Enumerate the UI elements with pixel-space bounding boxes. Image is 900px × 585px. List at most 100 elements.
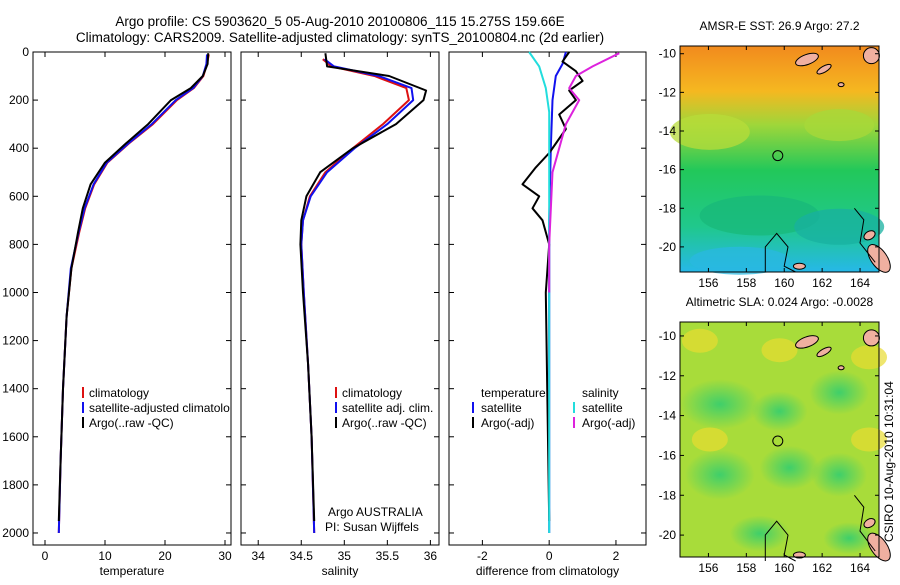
sst-map-frame (679, 45, 880, 273)
sla-field-patch (851, 345, 888, 370)
temperature-ytick-label: 1200 (2, 334, 29, 348)
salinity-xtick-label: 34 (252, 549, 266, 563)
sla-profile-marker (772, 435, 784, 447)
sst-ytick-label: -18 (659, 201, 677, 215)
sst-field-patch (669, 113, 750, 150)
sst-ytick-label: -14 (659, 124, 677, 138)
sla-field-patch (684, 449, 755, 500)
sst-map: AMSR-E SST: 26.9 Argo: 27.2 156 158 160 162 1… (659, 19, 891, 290)
sst-island (795, 52, 819, 67)
temperature-ytick-label: 600 (9, 189, 29, 203)
sla-field-patch (679, 379, 760, 430)
sla-xtick-label: 158 (736, 561, 756, 575)
sla-xtick-label: 160 (774, 561, 794, 575)
salinity-legend-label: satellite adj. clim. (342, 401, 433, 415)
temperature-panel: 0 10 20 30 0 200 400 600 800 1000 1200 1400 1600 1800… (2, 45, 232, 578)
sla-bathymetry-contour (764, 520, 796, 562)
temperature-ytick-label: 1000 (2, 285, 29, 299)
temperature-ytick-label: 400 (9, 141, 29, 155)
salinity-series-argo (299, 53, 428, 522)
difference-legend-heading-salinity: salinity (582, 386, 619, 400)
sla-xtick-label: 156 (698, 561, 718, 575)
sst-island (863, 230, 876, 241)
sst-bathymetry-contour (764, 232, 796, 273)
sla-field-patch (851, 427, 888, 452)
sla-island (795, 335, 819, 349)
figure-title-line1: Argo profile: CS 5903620_5 05-Aug-2010 2… (115, 14, 564, 29)
temperature-legend-label: satellite-adjusted climatolo (89, 401, 230, 415)
temperature-axes-frame (32, 51, 232, 546)
temperature-ytick-label: 1600 (2, 430, 29, 444)
temperature-ytick-label: 1800 (2, 478, 29, 492)
temperature-ytick-label: 0 (22, 45, 29, 59)
sla-xtick-label: 164 (850, 561, 870, 575)
salinity-legend-label: Argo(..raw -QC) (342, 416, 427, 430)
sla-field-patch (729, 515, 790, 552)
sst-xtick-label: 160 (774, 276, 794, 290)
temperature-xtick-label: 20 (158, 549, 172, 563)
difference-series-salinity-salinity_argo (548, 52, 620, 293)
sla-ytick-label: -14 (659, 409, 677, 423)
side-timestamp: CSIRO 10-Aug-2010 10:31:04 (882, 381, 896, 542)
difference-xtick-label: 2 (613, 549, 620, 563)
salinity-xtick-label: 35.5 (376, 549, 400, 563)
salinity-panel: 34 34.5 35 35.5 36 salinity climatologysatelli… (240, 51, 440, 578)
sla-map: Altimetric SLA: 0.024 Argo: -0.0028 156 15… (659, 295, 891, 575)
temperature-series-argo (57, 53, 210, 522)
sla-field-patch (809, 370, 870, 415)
sst-island (837, 82, 845, 88)
salinity-legend-label: climatology (342, 386, 402, 400)
difference-legend-heading-temperature: temperature (481, 386, 546, 400)
credit-line1: Argo AUSTRALIA (328, 505, 423, 519)
sla-field-patch (759, 445, 820, 490)
sla-ytick-label: -18 (659, 488, 677, 502)
sla-field-patch (681, 328, 718, 353)
sla-ytick-label: -16 (659, 448, 677, 462)
sst-map-title: AMSR-E SST: 26.9 Argo: 27.2 (699, 19, 859, 33)
temperature-series-climatology (57, 54, 210, 534)
sla-map-frame (679, 321, 880, 558)
credit-line2: PI: Susan Wijffels (325, 520, 419, 534)
temperature-ytick-label: 1400 (2, 382, 29, 396)
sst-ytick-label: -20 (659, 240, 677, 254)
sla-map-title: Altimetric SLA: 0.024 Argo: -0.0028 (686, 295, 874, 309)
sla-field-patch (691, 427, 728, 452)
sla-island (837, 365, 845, 371)
temperature-ytick-label: 800 (9, 237, 29, 251)
sla-island (863, 518, 876, 529)
difference-xlabel: difference from climatology (476, 564, 619, 578)
sst-profile-marker (772, 150, 784, 162)
sst-ytick-label: -12 (659, 85, 677, 99)
sla-field-patch (811, 452, 868, 497)
temperature-xtick-label: 10 (98, 549, 112, 563)
sla-bathymetry-contour (854, 494, 876, 552)
sla-island (862, 329, 880, 347)
sla-ytick-label: -10 (659, 329, 677, 343)
difference-legend-label: Argo(-adj) (481, 416, 534, 430)
sla-xtick-label: 162 (812, 561, 832, 575)
sst-xtick-label: 158 (736, 276, 756, 290)
sla-field-patch (761, 338, 798, 363)
sla-ytick-label: -20 (659, 528, 677, 542)
temperature-legend-label: climatology (89, 386, 149, 400)
sst-xtick-label: 156 (698, 276, 718, 290)
temperature-xtick-label: 0 (42, 549, 49, 563)
salinity-xtick-label: 36 (424, 549, 438, 563)
salinity-series-satellite (300, 58, 415, 534)
difference-legend-label: Argo(-adj) (582, 416, 635, 430)
sst-xtick-label: 162 (812, 276, 832, 290)
temperature-ytick-label: 200 (9, 93, 29, 107)
sla-island (816, 346, 832, 358)
sst-ytick-label: -10 (659, 47, 677, 61)
difference-legend-label: satellite (481, 401, 522, 415)
difference-legend-label: satellite (582, 401, 623, 415)
sst-field-patch (689, 246, 790, 275)
difference-xtick-label: 0 (546, 549, 553, 563)
figure-title-line2: Climatology: CARS2009. Satellite-adjuste… (76, 30, 604, 45)
difference-xtick-label: -2 (477, 549, 488, 563)
sla-field-patch (751, 391, 808, 432)
temperature-xlabel: temperature (100, 564, 165, 578)
sst-bathymetry-contour (854, 207, 876, 263)
